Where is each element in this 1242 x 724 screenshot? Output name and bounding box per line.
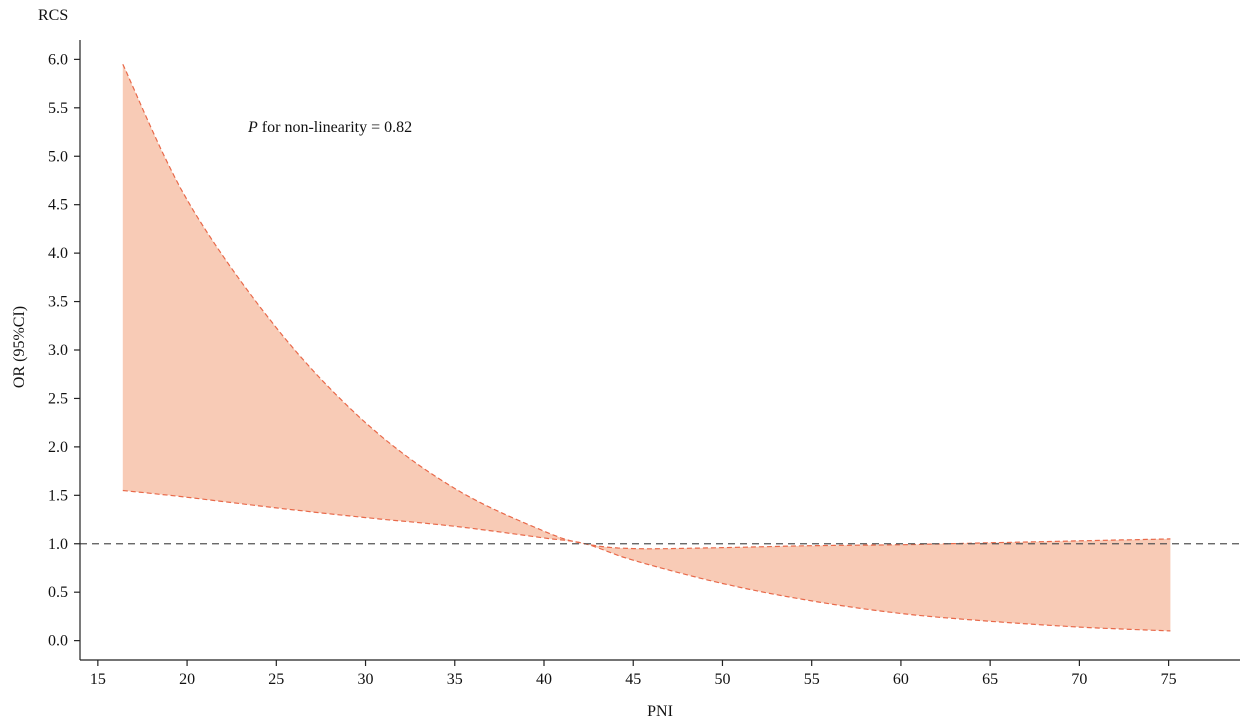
annotation-p: P	[247, 119, 258, 136]
x-tick-label: 60	[893, 671, 909, 688]
x-tick-label: 35	[447, 671, 463, 688]
y-tick-label: 1.5	[48, 487, 68, 504]
y-tick-label: 2.5	[48, 390, 68, 407]
x-tick-label: 65	[982, 671, 998, 688]
y-tick-label: 5.0	[48, 148, 68, 165]
x-tick-label: 20	[179, 671, 195, 688]
plot-area	[80, 63, 1240, 632]
y-tick-label: 4.0	[48, 245, 68, 262]
x-tick-label: 45	[625, 671, 641, 688]
x-axis-ticks: 15 20 25 30 35 40 45 50 55 60 65 70 75	[90, 660, 1177, 688]
nonlinearity-annotation: P for non-linearity = 0.82	[247, 119, 412, 136]
x-tick-label: 25	[268, 671, 284, 688]
y-tick-label: 5.5	[48, 100, 68, 117]
y-tick-label: 3.5	[48, 294, 68, 311]
upper-ci-line	[122, 63, 1171, 550]
y-tick-label: 6.0	[48, 51, 68, 68]
y-tick-label: 1.0	[48, 536, 68, 553]
x-tick-label: 30	[358, 671, 374, 688]
y-tick-label: 0.5	[48, 584, 68, 601]
x-tick-label: 75	[1161, 671, 1177, 688]
x-tick-label: 70	[1071, 671, 1087, 688]
x-tick-label: 40	[536, 671, 552, 688]
annotation-text: for non-linearity = 0.82	[258, 119, 412, 136]
y-tick-label: 2.0	[48, 439, 68, 456]
x-tick-label: 50	[714, 671, 730, 688]
x-tick-label: 15	[90, 671, 106, 688]
ci-band	[122, 64, 1171, 631]
x-tick-label: 55	[804, 671, 820, 688]
x-axis-title: PNI	[647, 703, 673, 720]
y-tick-label: 3.0	[48, 342, 68, 359]
y-axis-ticks: 0.0 0.5 1.0 1.5 2.0 2.5 3.0 3.5 4.0 4.5 5.0 5.5 6.0	[48, 51, 80, 650]
y-tick-label: 0.0	[48, 633, 68, 650]
y-axis-title: OR (95%CI)	[11, 306, 28, 388]
lower-ci-line	[122, 489, 1171, 632]
y-tick-label: 4.5	[48, 197, 68, 214]
chart-title: RCS	[38, 7, 68, 24]
